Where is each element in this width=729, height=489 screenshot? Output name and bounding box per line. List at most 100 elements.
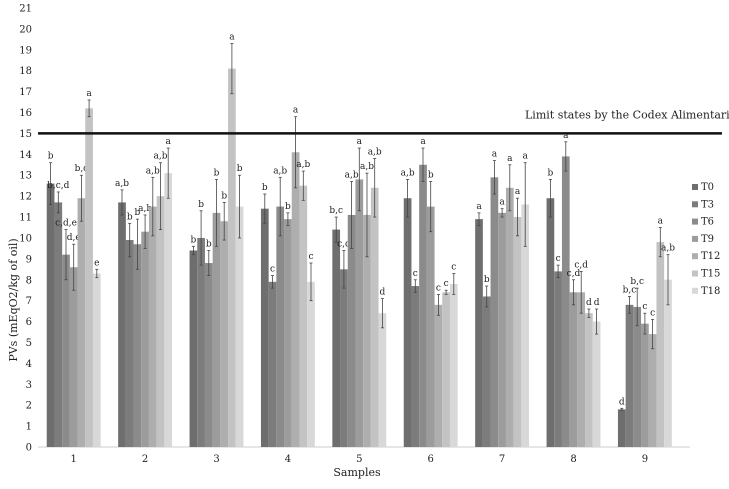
significance-letter: b,c,d	[47, 181, 70, 191]
x-tick-label: 8	[570, 454, 576, 465]
bar-T0-sample-8	[546, 198, 555, 447]
significance-letter: a,b	[401, 168, 415, 178]
significance-letter: a,b	[154, 152, 168, 162]
legend-swatch-T6	[692, 218, 698, 225]
bar-T9-sample-4	[284, 219, 292, 447]
legend-label-T15: T15	[701, 269, 720, 280]
y-tick-label: 17	[19, 87, 32, 98]
significance-letter: b	[127, 212, 133, 222]
significance-letter: a	[86, 89, 92, 99]
bar-T3-sample-5	[340, 269, 348, 447]
significance-letter: d	[619, 397, 625, 407]
bar-T12-sample-3	[220, 221, 229, 447]
y-tick-label: 19	[19, 45, 32, 56]
significance-letter: c,d,e	[55, 219, 77, 229]
y-tick-label: 15	[19, 129, 32, 140]
y-tick-label: 4	[26, 359, 32, 370]
bar-T9-sample-5	[355, 179, 364, 447]
legend-swatch-T3	[692, 201, 698, 208]
bar-T12-sample-2	[148, 206, 157, 447]
y-tick-label: 1	[26, 422, 32, 433]
significance-letter: b	[214, 168, 220, 178]
significance-letter: a	[420, 137, 426, 147]
y-tick-label: 2	[26, 401, 32, 412]
bar-T0-sample-5	[332, 229, 341, 447]
y-tick-label: 13	[19, 171, 32, 182]
significance-letter: a,b	[115, 179, 129, 189]
significance-letter: a	[523, 152, 529, 162]
bar-T0-sample-3	[189, 250, 198, 447]
significance-letter: c,d	[337, 239, 351, 249]
legend-label-T9: T9	[701, 234, 714, 245]
bar-T18-sample-6	[449, 283, 458, 447]
bar-T9-sample-3	[212, 212, 221, 447]
significance-letter: b,c	[630, 277, 644, 287]
significance-letter: a,b	[146, 166, 160, 176]
significance-letter: a	[515, 187, 521, 197]
bar-T15-sample-8	[585, 313, 593, 447]
significance-letter: a,b	[368, 148, 382, 158]
significance-letter: b	[262, 183, 268, 193]
bar-T15-sample-4	[299, 185, 308, 447]
bar-T12-sample-1	[77, 198, 86, 447]
x-axis-label: Samples	[333, 466, 381, 479]
significance-letter: b	[484, 275, 490, 285]
legend-swatch-T18	[692, 287, 698, 294]
significance-letter: c	[556, 254, 561, 264]
significance-letter: c	[650, 308, 655, 318]
x-tick-label: 3	[213, 454, 219, 465]
bar-T18-sample-4	[307, 281, 315, 447]
bar-T15-sample-9	[656, 242, 665, 447]
y-tick-label: 6	[26, 317, 32, 328]
y-tick-label: 0	[26, 443, 32, 454]
x-tick-label: 7	[499, 454, 505, 465]
bar-T3-sample-1	[54, 202, 63, 447]
y-tick-label: 3	[26, 380, 32, 391]
significance-letter: b	[221, 191, 227, 201]
bar-T0-sample-9	[617, 409, 626, 447]
bar-T6-sample-6	[419, 164, 427, 448]
significance-letter: b	[548, 168, 554, 178]
bar-T0-sample-1	[46, 183, 55, 447]
significance-letter: a,b	[360, 162, 374, 172]
y-tick-label: 21	[19, 4, 32, 15]
x-tick-label: 1	[71, 454, 77, 465]
legend-label-T12: T12	[701, 251, 720, 262]
significance-letter: b	[198, 200, 204, 210]
significance-letter: a,b	[138, 204, 152, 214]
y-tick-label: 16	[19, 108, 32, 119]
bar-T0-sample-2	[118, 202, 126, 447]
significance-letter: b	[428, 171, 434, 181]
bar-T18-sample-8	[592, 321, 601, 447]
significance-letter: b	[191, 235, 197, 245]
bar-T6-sample-5	[347, 214, 356, 447]
bar-T12-sample-4	[291, 152, 300, 447]
significance-letter: a	[229, 33, 235, 43]
y-tick-label: 18	[19, 66, 32, 77]
legend-swatch-T12	[692, 253, 698, 260]
significance-letter: c	[413, 269, 418, 279]
significance-letter: b	[48, 152, 54, 162]
bar-T6-sample-2	[133, 244, 142, 447]
bar-T12-sample-5	[363, 214, 371, 447]
bar-T3-sample-7	[482, 296, 491, 447]
bar-T12-sample-7	[505, 187, 514, 447]
significance-letter: e	[94, 258, 99, 268]
significance-letter: c	[642, 302, 647, 312]
bar-T12-sample-6	[434, 304, 443, 447]
bar-T9-sample-6	[426, 206, 435, 447]
significance-letter: b	[237, 164, 243, 174]
bar-T18-sample-9	[664, 279, 672, 447]
bar-T15-sample-1	[85, 108, 93, 447]
bar-T0-sample-6	[403, 198, 412, 447]
significance-letter: a,b	[296, 160, 310, 170]
legend-swatch-T0	[692, 184, 698, 190]
bar-T18-sample-2	[164, 173, 173, 447]
significance-letter: c,d	[574, 260, 588, 270]
y-tick-label: 7	[26, 296, 32, 307]
x-tick-label: 6	[428, 454, 434, 465]
significance-letter: d	[380, 288, 386, 298]
significance-letter: b,c	[329, 206, 343, 216]
